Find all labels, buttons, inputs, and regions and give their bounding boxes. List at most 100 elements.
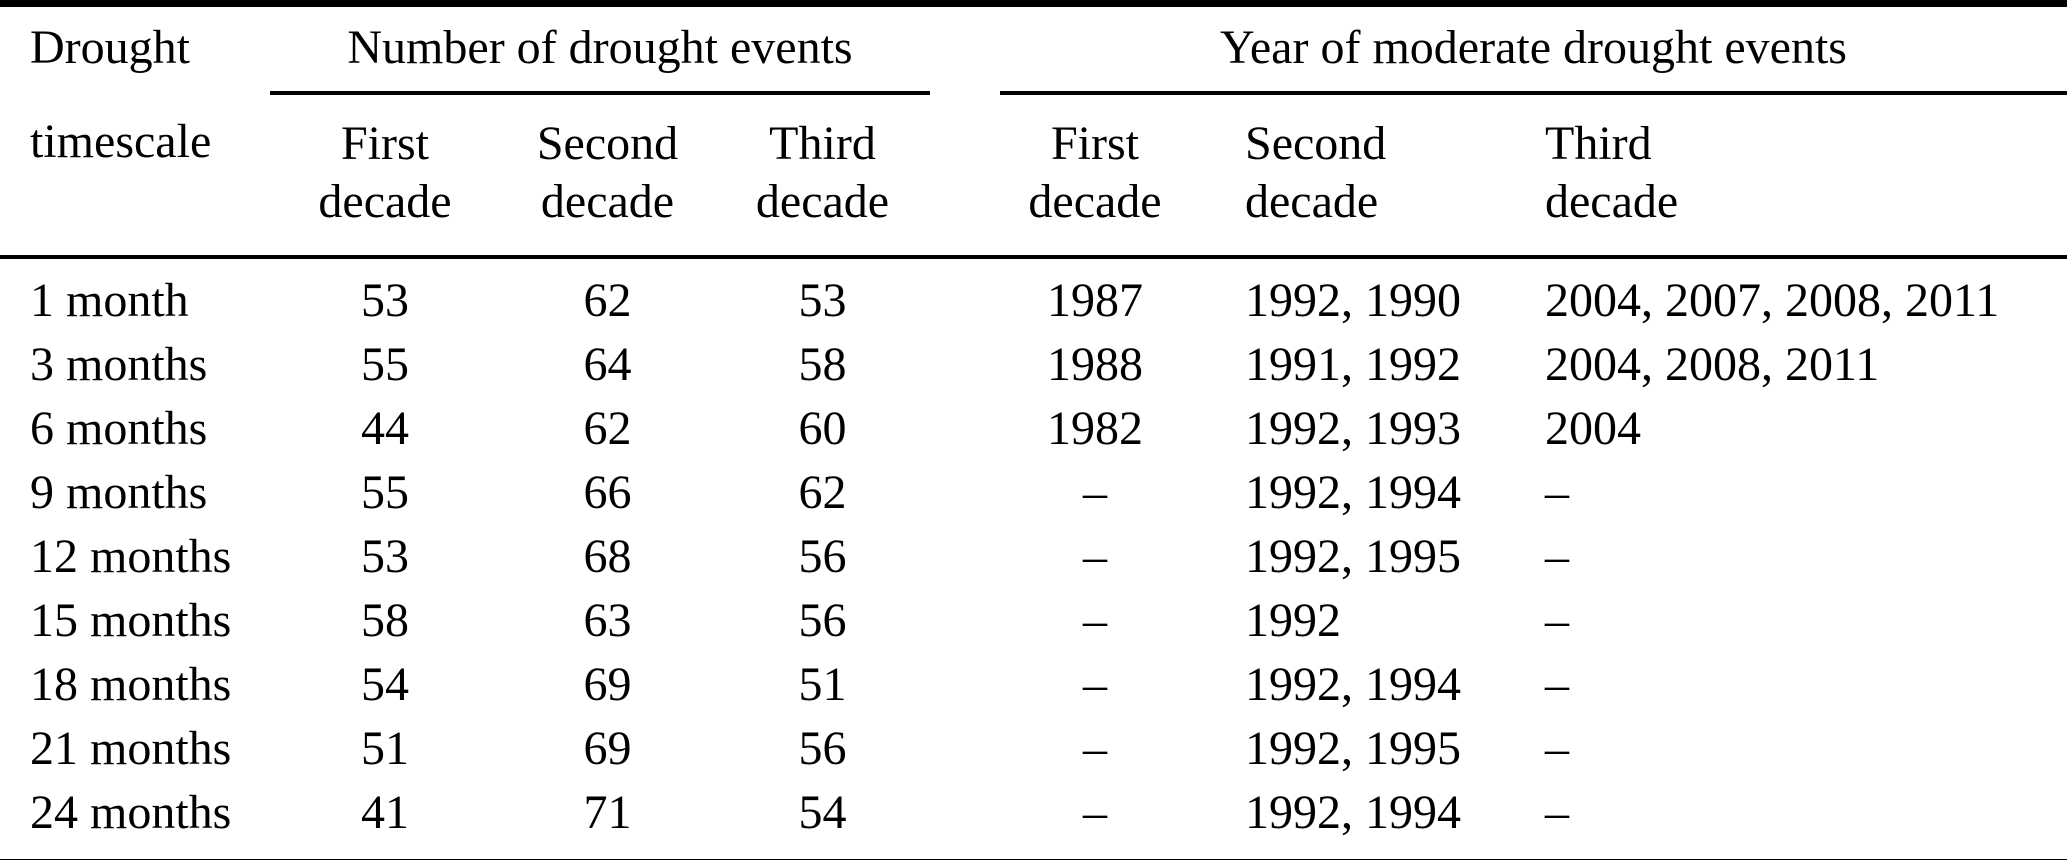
cell-year-second-decade: 1992, 1995 [1245, 530, 1461, 583]
cell-num-first-decade: 54 [361, 658, 409, 711]
cell-year-third-decade: – [1545, 722, 1569, 775]
header-line1: Second [1245, 117, 1387, 170]
spacer [930, 717, 1000, 781]
cell-num-second-decade: 64 [583, 338, 632, 391]
cell-year-third-decade: 2004 [1545, 402, 1641, 455]
cell-year-first-decade: 1988 [1047, 338, 1143, 391]
spacer [930, 653, 1000, 717]
cell-num-second-decade: 62 [583, 402, 632, 455]
cell-num-third-decade: 53 [798, 274, 847, 327]
cell-year-third-decade: 2004, 2007, 2008, 2011 [1545, 274, 2000, 327]
cell-timescale: 3 months [30, 338, 208, 391]
cell-timescale: 6 months [30, 402, 208, 455]
cell-timescale: 24 months [30, 786, 232, 839]
table-row: 12 months 53 68 56 – 1992, 1995 – [0, 525, 2067, 589]
spacer [930, 4, 1000, 94]
cell-year-second-decade: 1992, 1994 [1245, 658, 1461, 711]
spacer [930, 525, 1000, 589]
spacer [930, 781, 1000, 860]
cell-num-second-decade: 66 [583, 466, 632, 519]
cell-year-first-decade: 1982 [1047, 402, 1143, 455]
cell-year-third-decade: – [1545, 530, 1569, 583]
spacer [930, 93, 1000, 259]
header-line1: Second [536, 117, 679, 170]
cell-year-second-decade: 1992, 1994 [1245, 786, 1461, 839]
cell-num-third-decade: 56 [798, 530, 847, 583]
cell-timescale: 15 months [30, 594, 232, 647]
spacer [930, 589, 1000, 653]
cell-timescale: 18 months [30, 658, 232, 711]
header-line1: Third [1545, 117, 1652, 170]
cell-num-second-decade: 68 [583, 530, 632, 583]
header-line1: First [1050, 117, 1140, 170]
header-group-year-of-moderate-drought-events: Year of moderate drought events [1000, 3, 2067, 95]
cell-timescale: 12 months [30, 530, 232, 583]
header-drought: Drought [30, 21, 190, 74]
header-line2: decade [1245, 175, 1379, 228]
header-events-first-decade: First decade [270, 93, 500, 259]
cell-num-third-decade: 60 [798, 402, 847, 455]
table-row: 21 months 51 69 56 – 1992, 1995 – [0, 717, 2067, 781]
cell-num-first-decade: 58 [361, 594, 409, 647]
header-events-second-decade: Second decade [500, 93, 715, 259]
table-row: 24 months 41 71 54 – 1992, 1994 – [0, 781, 2067, 860]
header-group-number-of-drought-events: Number of drought events [270, 3, 930, 95]
cell-num-first-decade: 53 [361, 530, 409, 583]
table-row: 9 months 55 66 62 – 1992, 1994 – [0, 461, 2067, 525]
cell-year-second-decade: 1992, 1995 [1245, 722, 1461, 775]
table-row: 15 months 58 63 56 – 1992 – [0, 589, 2067, 653]
cell-year-second-decade: 1992, 1994 [1245, 466, 1461, 519]
cell-year-first-decade: – [1083, 786, 1107, 839]
cell-year-first-decade: – [1083, 466, 1107, 519]
spacer [930, 461, 1000, 525]
cell-year-third-decade: – [1545, 466, 1569, 519]
cell-num-third-decade: 54 [798, 786, 847, 839]
cell-num-first-decade: 41 [361, 786, 409, 839]
table-row: 18 months 54 69 51 – 1992, 1994 – [0, 653, 2067, 717]
header-timescale: timescale [0, 93, 270, 259]
cell-year-third-decade: – [1545, 594, 1569, 647]
table-row: 6 months 44 62 60 1982 1992, 1993 2004 [0, 397, 2067, 461]
header-line2: decade [1545, 175, 1679, 228]
cell-num-first-decade: 44 [361, 402, 409, 455]
table-row: 3 months 55 64 58 1988 1991, 1992 2004, … [0, 333, 2067, 397]
cell-num-second-decade: 69 [583, 722, 632, 775]
header-years-third-decade: Third decade [1480, 93, 2067, 259]
table-row: timescale First decade Second decade Thi… [0, 93, 2067, 259]
cell-num-third-decade: 56 [798, 594, 847, 647]
header-line2: decade [318, 175, 452, 228]
header-years-second-decade: Second decade [1190, 93, 1480, 259]
cell-year-first-decade: – [1083, 530, 1107, 583]
header-line1: Third [769, 117, 876, 170]
table-row: Drought Number of drought events Year of… [0, 3, 2067, 95]
cell-num-first-decade: 51 [361, 722, 409, 775]
cell-year-first-decade: 1987 [1047, 274, 1143, 327]
header-line2: decade [1028, 175, 1162, 228]
cell-num-first-decade: 55 [361, 338, 409, 391]
cell-year-second-decade: 1992, 1993 [1245, 402, 1461, 455]
cell-timescale: 1 month [30, 274, 189, 327]
cell-timescale: 21 months [30, 722, 232, 775]
cell-num-second-decade: 69 [583, 658, 632, 711]
cell-year-first-decade: – [1083, 594, 1107, 647]
cell-num-second-decade: 71 [583, 786, 632, 839]
spacer [930, 397, 1000, 461]
cell-year-third-decade: – [1545, 786, 1569, 839]
cell-year-third-decade: 2004, 2008, 2011 [1545, 338, 1880, 391]
header-line2: decade [540, 175, 675, 228]
cell-num-third-decade: 56 [798, 722, 847, 775]
header-events-third-decade: Third decade [715, 93, 930, 259]
cell-num-third-decade: 62 [798, 466, 847, 519]
spacer [930, 333, 1000, 397]
cell-year-second-decade: 1992, 1990 [1245, 274, 1461, 327]
cell-num-third-decade: 51 [798, 658, 847, 711]
cell-year-third-decade: – [1545, 658, 1569, 711]
cell-num-first-decade: 55 [361, 466, 409, 519]
header-line2: decade [755, 175, 890, 228]
cell-year-first-decade: – [1083, 658, 1107, 711]
cell-num-third-decade: 58 [798, 338, 847, 391]
table-row: 1 month 53 62 53 1987 1992, 1990 2004, 2… [0, 257, 2067, 333]
header-line1: First [340, 117, 430, 170]
